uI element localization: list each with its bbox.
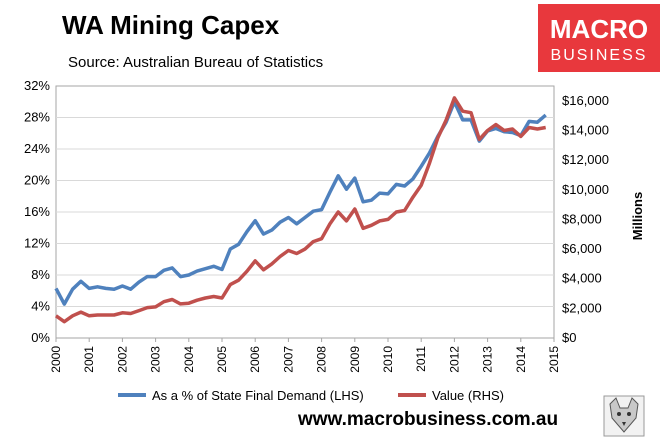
right-tick-label: $16,000 — [562, 93, 609, 108]
logo-background — [538, 4, 660, 72]
right-tick-label: $14,000 — [562, 122, 609, 137]
left-tick-label: 0% — [31, 330, 50, 345]
right-axis-ticks: $0 $2,000 $4,000 $6,000 $8,000 $10,000 $12,000… — [562, 93, 609, 345]
x-tick-label: 2007 — [281, 346, 295, 373]
x-axis-ticks: 2000 2001 2002 2003 2004 2005 2006 2007 2008 2009… — [49, 338, 561, 373]
x-tick-label: 2001 — [82, 346, 96, 373]
x-tick-label: 2009 — [348, 346, 362, 373]
logo-line-business: BUSINESS — [551, 47, 648, 64]
legend-label-rhs: Value (RHS) — [432, 388, 504, 403]
x-tick-label: 2006 — [248, 346, 262, 373]
gridlines — [56, 117, 554, 307]
chart-subtitle: Source: Australian Bureau of Statistics — [68, 54, 323, 71]
macrobusiness-logo: MACRO BUSINESS — [538, 4, 660, 72]
right-tick-label: $8,000 — [562, 211, 602, 226]
logo-line-macro: MACRO — [550, 14, 648, 44]
left-tick-label: 12% — [24, 236, 50, 251]
left-tick-label: 16% — [24, 204, 50, 219]
series-line-pct-sfd — [54, 100, 547, 306]
legend-label-lhs: As a % of State Final Demand (LHS) — [152, 388, 364, 403]
x-tick-label: 2013 — [481, 346, 495, 373]
right-axis-label: Millions — [630, 192, 645, 240]
right-tick-label: $10,000 — [562, 182, 609, 197]
x-tick-label: 2005 — [215, 346, 229, 373]
left-axis-ticks: 0% 4% 8% 12% 16% 20% 24% 28% 32% — [24, 78, 50, 345]
left-tick-label: 24% — [24, 141, 50, 156]
right-tick-label: $12,000 — [562, 152, 609, 167]
right-tick-label: $0 — [562, 330, 576, 345]
x-tick-label: 2012 — [447, 346, 461, 373]
series-lines — [54, 96, 547, 324]
x-tick-label: 2008 — [315, 346, 329, 373]
footer-url: www.macrobusiness.com.au — [297, 409, 558, 430]
x-tick-label: 2015 — [547, 346, 561, 373]
x-tick-label: 2011 — [414, 346, 428, 372]
x-tick-label: 2003 — [149, 346, 163, 373]
right-tick-label: $6,000 — [562, 241, 602, 256]
left-tick-label: 32% — [24, 78, 50, 93]
x-tick-label: 2000 — [49, 346, 63, 373]
x-tick-label: 2002 — [115, 346, 129, 373]
x-tick-label: 2014 — [514, 346, 528, 373]
left-tick-label: 8% — [31, 267, 50, 282]
legend: As a % of State Final Demand (LHS) Value… — [118, 388, 504, 403]
wolf-icon — [603, 395, 645, 437]
left-tick-label: 28% — [24, 110, 50, 125]
left-tick-label: 4% — [31, 299, 50, 314]
right-tick-label: $2,000 — [562, 300, 602, 315]
right-tick-label: $4,000 — [562, 271, 602, 286]
chart-title: WA Mining Capex — [62, 10, 280, 40]
left-tick-label: 20% — [24, 173, 50, 188]
x-tick-label: 2010 — [381, 346, 395, 373]
series-line-value — [54, 96, 547, 324]
x-tick-label: 2004 — [182, 346, 196, 373]
